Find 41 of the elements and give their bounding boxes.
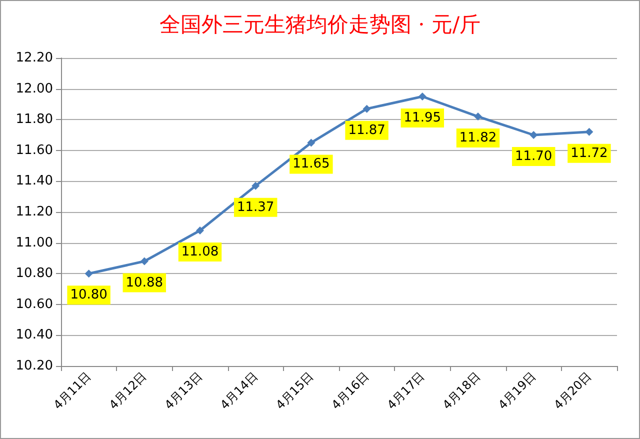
point <box>474 112 482 121</box>
y-tick-label: 11.00 <box>16 235 53 250</box>
x-tick-label: 4月16日 <box>328 369 372 412</box>
data-label: 10.80 <box>70 288 108 303</box>
y-tick-label: 11.60 <box>16 142 53 158</box>
y-tick-label: 10.40 <box>16 328 53 343</box>
x-tick-label: 4月11日 <box>50 369 94 412</box>
x-tick-label: 4月12日 <box>106 369 150 412</box>
data-label: 11.37 <box>236 200 274 215</box>
data-label: 11.95 <box>404 110 442 126</box>
data-label: 10.88 <box>126 275 164 290</box>
y-tick-label: 11.40 <box>16 174 53 189</box>
y-tick-label: 11.20 <box>16 204 53 220</box>
x-tick-label: 4月14日 <box>218 369 261 412</box>
y-tick-label: 12.00 <box>16 81 53 96</box>
data-label: 11.65 <box>292 156 330 172</box>
x-tick-label: 4月15日 <box>273 369 316 412</box>
data-label: 11.82 <box>459 130 497 146</box>
x-tick-label: 4月18日 <box>440 369 483 412</box>
chart-title: 全国外三元生猪均价走势图 · 元/斤 <box>159 12 481 36</box>
x-tick-label: 4月13日 <box>162 369 205 412</box>
point <box>585 128 594 136</box>
point <box>252 182 260 190</box>
data-label: 11.08 <box>181 244 219 260</box>
data-label: 11.70 <box>514 149 552 164</box>
point <box>84 270 93 278</box>
data-label: 11.87 <box>348 122 386 138</box>
y-tick-label: 11.80 <box>16 112 53 128</box>
point <box>140 257 148 266</box>
point <box>196 226 204 234</box>
data-label: 11.72 <box>570 146 608 161</box>
point <box>362 104 371 113</box>
y-tick-label: 12.20 <box>16 50 53 66</box>
point <box>418 92 426 100</box>
x-tick-label: 4月17日 <box>384 369 428 412</box>
x-tick-label: 4月19日 <box>496 369 539 412</box>
x-tick-label: 4月20日 <box>551 369 594 412</box>
y-tick-label: 10.60 <box>16 296 53 312</box>
y-tick-label: 10.20 <box>16 358 53 374</box>
point <box>307 138 316 147</box>
y-tick-label: 10.80 <box>16 266 53 282</box>
